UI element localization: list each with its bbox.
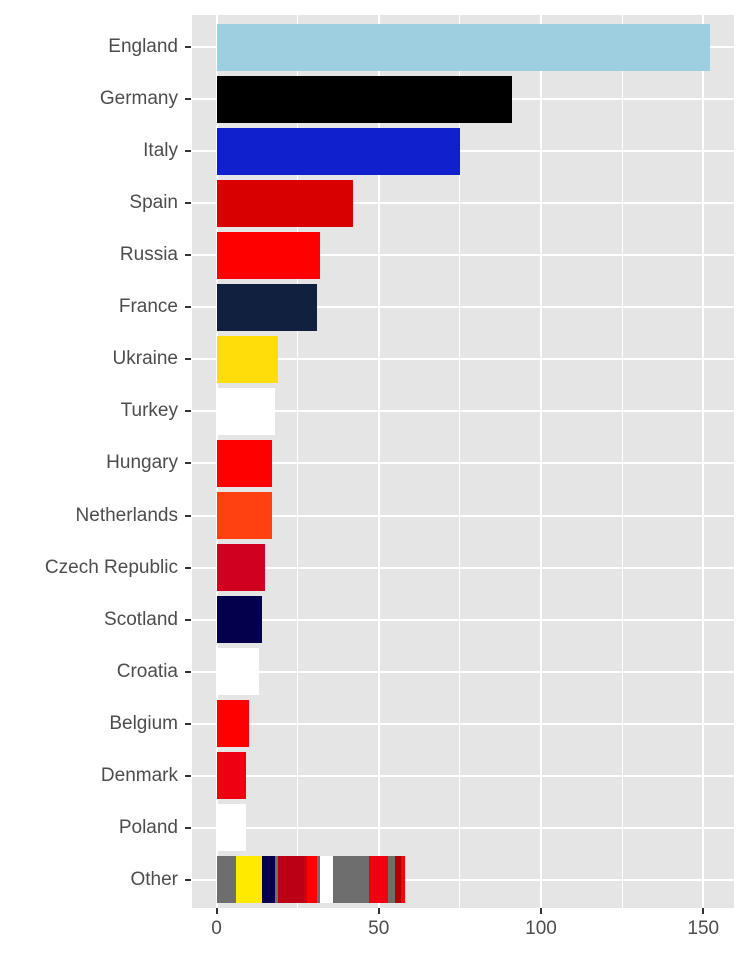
grid-line-horizontal [192, 202, 734, 205]
grid-line-horizontal [192, 722, 734, 725]
bar-belgium [216, 700, 249, 748]
bar-segment [304, 856, 308, 904]
y-tick-label: Hungary [106, 452, 178, 474]
y-tick-mark [185, 358, 191, 361]
grid-line-horizontal [192, 358, 734, 361]
y-tick-mark [185, 878, 191, 881]
x-tick-label: 0 [211, 918, 222, 939]
y-tick-mark [185, 150, 191, 153]
grid-line-horizontal [192, 254, 734, 257]
grid-line-horizontal [192, 670, 734, 673]
bar-segment [369, 856, 389, 904]
bar-segment [261, 856, 275, 904]
bar-poland [216, 804, 246, 852]
y-tick-label: Germany [99, 88, 178, 110]
bar-spain [216, 179, 353, 227]
grid-line-vertical [702, 15, 705, 908]
y-tick-mark [185, 826, 191, 829]
x-tick-mark [377, 908, 380, 914]
grid-line-horizontal [192, 566, 734, 569]
y-tick-mark [185, 202, 191, 205]
grid-line-horizontal [192, 462, 734, 465]
bar-croatia [216, 648, 259, 696]
x-tick-label: 150 [687, 918, 720, 939]
plot-panel [192, 15, 734, 908]
y-tick-mark [185, 774, 191, 777]
bar-netherlands [216, 492, 272, 540]
bar-czech-republic [216, 544, 266, 592]
y-tick-mark [185, 618, 191, 621]
grid-line-horizontal [192, 306, 734, 309]
bar-other [216, 856, 405, 904]
grid-line-horizontal [192, 150, 734, 153]
y-tick-label: Ukraine [112, 348, 178, 370]
bar-segment [394, 856, 402, 904]
y-tick-mark [185, 462, 191, 465]
bar-ukraine [216, 335, 279, 383]
y-tick-label: Russia [119, 244, 178, 266]
y-tick-label: Other [130, 868, 178, 890]
y-tick-mark [185, 722, 191, 725]
y-tick-label: Spain [129, 192, 178, 214]
y-tick-mark [185, 514, 191, 517]
y-tick-mark [185, 306, 191, 309]
bar-italy [216, 127, 460, 175]
grid-line-horizontal [192, 618, 734, 621]
y-tick-label: Scotland [104, 608, 178, 630]
y-tick-label: Turkey [120, 400, 178, 422]
y-tick-label: England [108, 36, 178, 57]
bar-segment [333, 856, 369, 904]
y-tick-mark [185, 410, 191, 413]
y-tick-label: France [118, 296, 178, 318]
bar-russia [216, 231, 321, 279]
y-tick-mark [185, 98, 191, 101]
bar-denmark [216, 752, 246, 800]
bar-segment [278, 856, 305, 904]
x-tick-mark [702, 908, 705, 914]
bar-segment [401, 856, 405, 904]
y-tick-mark [185, 254, 191, 257]
grid-line-vertical [540, 15, 542, 908]
bar-hungary [216, 439, 272, 487]
y-tick-label: Netherlands [75, 504, 178, 526]
grid-line-vertical [297, 15, 299, 908]
y-tick-label: Denmark [100, 764, 178, 786]
grid-line-horizontal [192, 514, 734, 517]
grid-line-horizontal [192, 774, 734, 777]
y-tick-mark [185, 566, 191, 569]
grid-line-vertical [377, 15, 380, 908]
bar-segment [274, 856, 279, 904]
y-tick-label: Czech Republic [44, 556, 178, 578]
y-tick-label: Belgium [109, 712, 178, 734]
bar-segment [235, 856, 262, 904]
y-tick-label: Italy [143, 140, 178, 162]
x-tick-label: 50 [368, 918, 390, 939]
bar-turkey [216, 387, 275, 435]
bar-scotland [216, 596, 262, 644]
bar-germany [216, 75, 512, 123]
x-tick-mark [540, 908, 542, 914]
y-tick-mark [185, 46, 191, 48]
grid-line-horizontal [192, 826, 734, 829]
grid-line-horizontal [192, 410, 734, 413]
bar-england [216, 23, 710, 71]
grid-line-vertical [459, 15, 461, 908]
bar-segment [216, 856, 236, 904]
grid-line-horizontal [192, 878, 734, 881]
bar-france [216, 283, 318, 331]
y-tick-mark [185, 670, 191, 673]
x-tick-mark [215, 908, 218, 914]
grid-line-vertical [621, 15, 623, 908]
bar-segment [307, 856, 318, 904]
y-tick-label: Poland [118, 816, 178, 838]
y-tick-label: Croatia [116, 660, 178, 682]
bar-segment [388, 856, 395, 904]
x-tick-label: 100 [525, 918, 557, 939]
bar-segment [317, 856, 321, 904]
bar-segment [320, 856, 334, 904]
